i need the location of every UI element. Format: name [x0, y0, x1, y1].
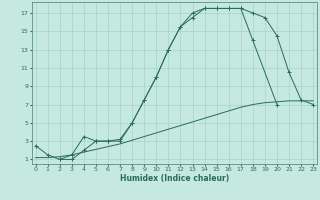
X-axis label: Humidex (Indice chaleur): Humidex (Indice chaleur)	[120, 174, 229, 183]
